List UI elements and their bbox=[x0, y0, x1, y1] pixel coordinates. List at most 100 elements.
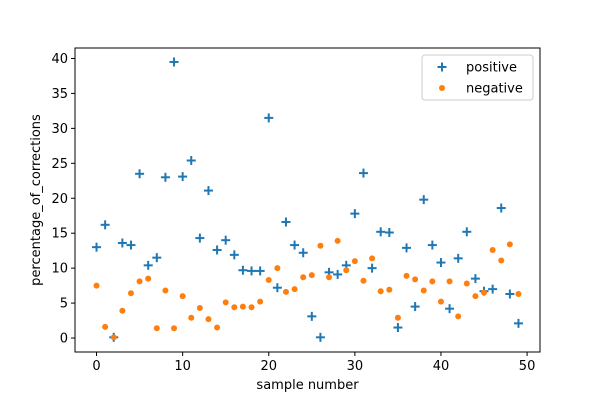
data-point-negative-17 bbox=[239, 303, 246, 310]
data-point-positive-48 bbox=[505, 289, 515, 299]
data-point-positive-31 bbox=[358, 168, 368, 178]
axes: 0 10 20 30 40 50 0 5 10 15 20 25 30 35 40 bbox=[51, 47, 541, 374]
data-point-positive-42 bbox=[453, 253, 463, 263]
data-point-negative-2 bbox=[110, 334, 117, 341]
data-point-negative-4 bbox=[127, 290, 134, 297]
data-point-positive-23 bbox=[290, 240, 300, 250]
data-point-positive-33 bbox=[376, 227, 386, 237]
x-tick-label: 0 bbox=[92, 359, 100, 374]
data-point-positive-6 bbox=[143, 260, 153, 270]
data-point-negative-27 bbox=[326, 274, 333, 281]
data-point-positive-10 bbox=[178, 172, 188, 182]
data-point-positive-8 bbox=[160, 172, 170, 182]
data-point-positive-47 bbox=[496, 203, 506, 213]
data-point-negative-42 bbox=[455, 313, 462, 320]
data-point-positive-19 bbox=[255, 266, 265, 276]
data-point-negative-41 bbox=[446, 278, 453, 285]
data-point-negative-32 bbox=[369, 255, 376, 262]
data-point-positive-49 bbox=[513, 318, 523, 328]
y-tick-label: 25 bbox=[51, 157, 68, 172]
data-point-negative-37 bbox=[412, 276, 419, 283]
series-negative bbox=[93, 237, 522, 341]
data-point-negative-39 bbox=[429, 278, 436, 285]
x-axis-label: sample number bbox=[256, 378, 359, 393]
y-axis-label: percentage_of_corrections bbox=[29, 114, 44, 286]
data-point-negative-46 bbox=[489, 246, 496, 253]
data-point-negative-48 bbox=[506, 241, 513, 248]
y-tick-label: 30 bbox=[51, 122, 68, 137]
data-point-negative-49 bbox=[515, 290, 522, 297]
data-point-positive-1 bbox=[100, 220, 110, 230]
legend-label-positive: positive bbox=[466, 61, 517, 76]
data-point-negative-29 bbox=[343, 267, 350, 274]
data-point-negative-0 bbox=[93, 282, 100, 289]
data-point-negative-43 bbox=[463, 280, 470, 287]
data-point-positive-4 bbox=[126, 240, 136, 250]
data-point-negative-47 bbox=[498, 257, 505, 264]
y-tick-label: 15 bbox=[51, 227, 68, 242]
data-point-negative-5 bbox=[136, 278, 143, 285]
data-point-negative-18 bbox=[248, 304, 255, 311]
data-point-negative-31 bbox=[360, 277, 367, 284]
data-point-negative-19 bbox=[257, 298, 264, 305]
legend-box bbox=[421, 54, 534, 101]
data-point-negative-21 bbox=[274, 265, 281, 272]
plot-area bbox=[92, 57, 523, 342]
data-point-negative-14 bbox=[214, 324, 221, 331]
data-point-positive-7 bbox=[152, 253, 162, 263]
data-point-positive-38 bbox=[419, 195, 429, 205]
data-point-negative-36 bbox=[403, 272, 410, 279]
data-point-positive-15 bbox=[221, 235, 231, 245]
data-point-negative-8 bbox=[162, 287, 169, 294]
data-point-negative-23 bbox=[291, 286, 298, 293]
data-point-negative-10 bbox=[179, 293, 186, 300]
data-point-negative-28 bbox=[334, 237, 341, 244]
data-point-positive-11 bbox=[186, 156, 196, 166]
plot-frame bbox=[74, 47, 541, 353]
data-point-negative-45 bbox=[481, 289, 488, 296]
data-point-positive-40 bbox=[436, 258, 446, 268]
data-point-negative-35 bbox=[394, 314, 401, 321]
data-point-negative-6 bbox=[145, 275, 152, 282]
data-point-positive-39 bbox=[427, 240, 437, 250]
x-tick-label: 10 bbox=[174, 359, 191, 374]
data-point-positive-43 bbox=[462, 227, 472, 237]
data-point-positive-13 bbox=[203, 186, 213, 196]
legend-label-negative: negative bbox=[466, 82, 523, 97]
data-point-negative-9 bbox=[171, 325, 178, 332]
x-tick-label: 20 bbox=[260, 359, 277, 374]
data-point-positive-30 bbox=[350, 209, 360, 219]
data-point-negative-15 bbox=[222, 299, 229, 306]
data-point-negative-20 bbox=[265, 277, 272, 284]
data-point-positive-37 bbox=[410, 302, 420, 312]
data-point-negative-12 bbox=[196, 304, 203, 311]
data-point-positive-5 bbox=[135, 169, 145, 179]
data-point-negative-38 bbox=[420, 287, 427, 294]
data-point-positive-12 bbox=[195, 233, 205, 243]
data-point-negative-34 bbox=[386, 286, 393, 293]
data-point-positive-9 bbox=[169, 57, 179, 67]
data-point-positive-17 bbox=[238, 265, 248, 275]
data-point-positive-46 bbox=[488, 284, 498, 294]
legend: positive negative bbox=[421, 54, 534, 101]
data-point-positive-28 bbox=[333, 269, 343, 279]
legend-marker-negative bbox=[439, 85, 445, 91]
data-point-negative-40 bbox=[437, 298, 444, 305]
data-point-positive-25 bbox=[307, 311, 317, 321]
data-point-positive-36 bbox=[402, 243, 412, 253]
data-point-negative-13 bbox=[205, 316, 212, 323]
y-tick-label: 40 bbox=[51, 52, 68, 67]
data-point-positive-44 bbox=[470, 274, 480, 284]
data-point-negative-30 bbox=[351, 258, 358, 265]
data-point-negative-26 bbox=[317, 242, 324, 249]
data-point-negative-22 bbox=[282, 288, 289, 295]
legend-marker-positive bbox=[437, 62, 447, 72]
data-point-positive-35 bbox=[393, 323, 403, 333]
data-point-positive-32 bbox=[367, 263, 377, 273]
data-point-negative-1 bbox=[102, 323, 109, 330]
data-point-positive-3 bbox=[117, 238, 127, 248]
data-point-negative-25 bbox=[308, 272, 315, 279]
x-tick-label: 30 bbox=[347, 359, 364, 374]
data-point-positive-34 bbox=[384, 227, 394, 237]
